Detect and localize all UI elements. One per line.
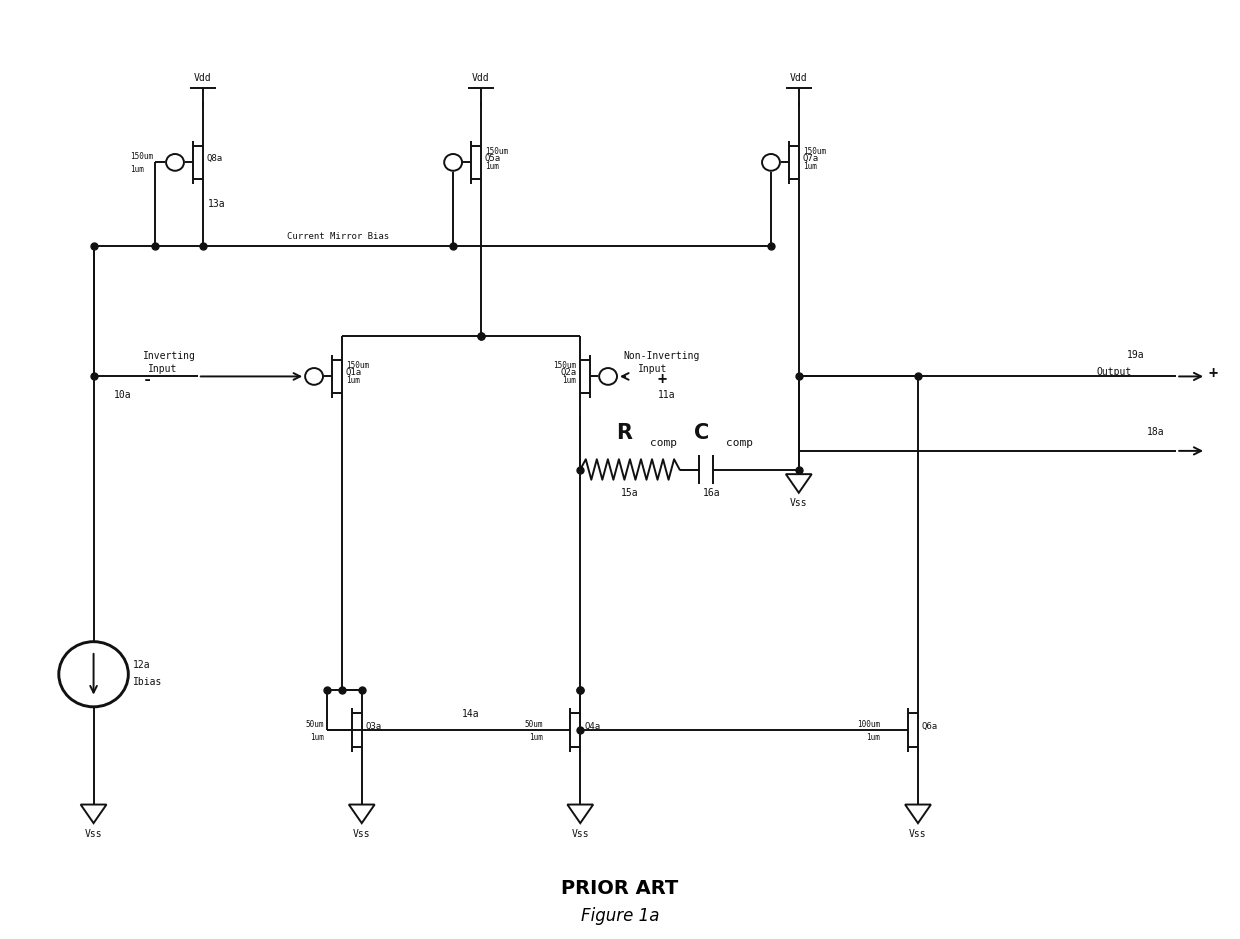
Text: Current Mirror Bias: Current Mirror Bias	[286, 233, 389, 241]
Text: PRIOR ART: PRIOR ART	[562, 879, 678, 898]
Text: 1um: 1um	[310, 733, 324, 742]
Text: Vss: Vss	[572, 829, 589, 839]
Text: 1um: 1um	[867, 733, 880, 742]
Text: 18a: 18a	[1147, 427, 1164, 437]
Text: Q8a: Q8a	[207, 154, 223, 163]
Text: 16a: 16a	[703, 488, 720, 498]
Text: 150um: 150um	[802, 146, 826, 156]
Text: 1um: 1um	[528, 733, 543, 742]
Text: Q2a: Q2a	[560, 368, 577, 377]
Text: Q6a: Q6a	[923, 722, 939, 731]
Text: 150um: 150um	[485, 146, 508, 156]
Circle shape	[166, 154, 184, 171]
Text: 1um: 1um	[563, 376, 577, 385]
Text: Q5a: Q5a	[485, 154, 501, 163]
Text: Ibias: Ibias	[133, 677, 162, 686]
Text: Non-Inverting: Non-Inverting	[622, 351, 699, 361]
Text: Vdd: Vdd	[193, 73, 212, 84]
Text: 19a: 19a	[1127, 349, 1145, 360]
Text: Q3a: Q3a	[366, 722, 382, 731]
Text: Vss: Vss	[790, 499, 807, 508]
Text: 13a: 13a	[208, 199, 226, 209]
Text: $\mathbf{R}$: $\mathbf{R}$	[616, 423, 634, 443]
Text: Vss: Vss	[84, 829, 103, 839]
Text: Vss: Vss	[353, 829, 371, 839]
Text: comp: comp	[727, 439, 753, 448]
Text: Figure 1a: Figure 1a	[580, 907, 660, 925]
Text: $\mathbf{C}$: $\mathbf{C}$	[693, 423, 709, 443]
Text: 150um: 150um	[346, 361, 370, 370]
Circle shape	[444, 154, 463, 171]
Text: Vdd: Vdd	[472, 73, 490, 84]
Text: 14a: 14a	[463, 709, 480, 718]
Text: +: +	[657, 372, 667, 387]
Text: 10a: 10a	[113, 390, 131, 400]
Text: 50um: 50um	[525, 720, 543, 729]
Text: 1um: 1um	[346, 376, 360, 385]
Circle shape	[763, 154, 780, 171]
Text: Vss: Vss	[909, 829, 926, 839]
Text: Output: Output	[1096, 367, 1132, 377]
Text: Q7a: Q7a	[802, 154, 818, 163]
Text: -: -	[144, 372, 153, 387]
Text: Inverting: Inverting	[144, 351, 196, 361]
Text: Q1a: Q1a	[346, 368, 362, 377]
Text: 1um: 1um	[802, 162, 817, 171]
Text: Q4a: Q4a	[584, 722, 600, 731]
Text: Input: Input	[637, 364, 667, 374]
Text: 50um: 50um	[305, 720, 324, 729]
Text: 1um: 1um	[485, 162, 498, 171]
Circle shape	[305, 368, 322, 385]
Text: 100um: 100um	[857, 720, 880, 729]
Text: comp: comp	[650, 439, 677, 448]
Text: 150um: 150um	[130, 152, 154, 162]
Circle shape	[599, 368, 618, 385]
Text: 1um: 1um	[130, 165, 144, 175]
Text: Input: Input	[149, 364, 177, 374]
Text: 15a: 15a	[621, 488, 639, 498]
Text: 11a: 11a	[657, 390, 676, 400]
Text: 12a: 12a	[133, 660, 151, 670]
Text: Vdd: Vdd	[790, 73, 807, 84]
Text: 150um: 150um	[553, 361, 577, 370]
Text: +: +	[1208, 366, 1218, 381]
